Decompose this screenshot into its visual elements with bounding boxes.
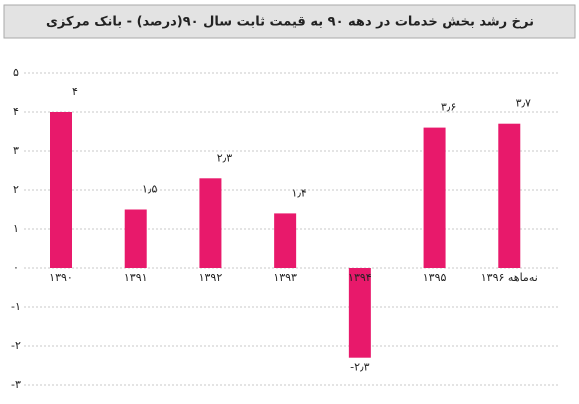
x-tick-label: ۱۳۹۵: [423, 271, 447, 284]
value-label: ۱٫۴: [291, 186, 306, 199]
y-tick-label: ۴: [13, 105, 19, 118]
value-label: ۴: [72, 85, 78, 98]
value-label: ۳٫۷: [516, 97, 531, 110]
y-tick-label: ۵: [13, 66, 19, 79]
bar: [199, 178, 222, 268]
x-tick-label: ۱۳۹۳: [273, 271, 297, 284]
bar: [423, 127, 446, 268]
value-label: ۳٫۶: [441, 101, 456, 114]
x-tick-label: ۱۳۹۲: [199, 271, 223, 284]
bar: [124, 209, 147, 268]
y-tick-label: ۳: [13, 144, 19, 157]
y-tick-label: -۲: [11, 339, 21, 352]
value-label: -۲٫۳: [350, 361, 369, 374]
y-tick-label: ۱: [13, 222, 19, 235]
bar: [348, 268, 371, 358]
y-tick-label: -۱: [11, 300, 21, 313]
bar: [50, 112, 72, 268]
bar: [274, 213, 297, 268]
x-tick-label: ۱۳۹۱: [124, 271, 148, 284]
x-tick-label: ۱۳۹۴: [348, 271, 372, 284]
bar: [498, 123, 521, 268]
y-tick-label: -۳: [11, 378, 21, 391]
title-bar: [3, 4, 576, 39]
y-tick-label: ۲: [13, 183, 19, 196]
y-tick-label: ۰: [13, 261, 19, 274]
chart-title: نرخ رشد بخش خدمات در دهه ۹۰ به قیمت ثابت…: [46, 15, 534, 30]
x-tick-label: نه‌ماهه ۱۳۹۶: [481, 271, 538, 284]
value-label: ۲٫۳: [217, 151, 232, 164]
value-label: ۱٫۵: [142, 183, 157, 196]
x-tick-label: ۱۳۹۰: [49, 271, 73, 284]
